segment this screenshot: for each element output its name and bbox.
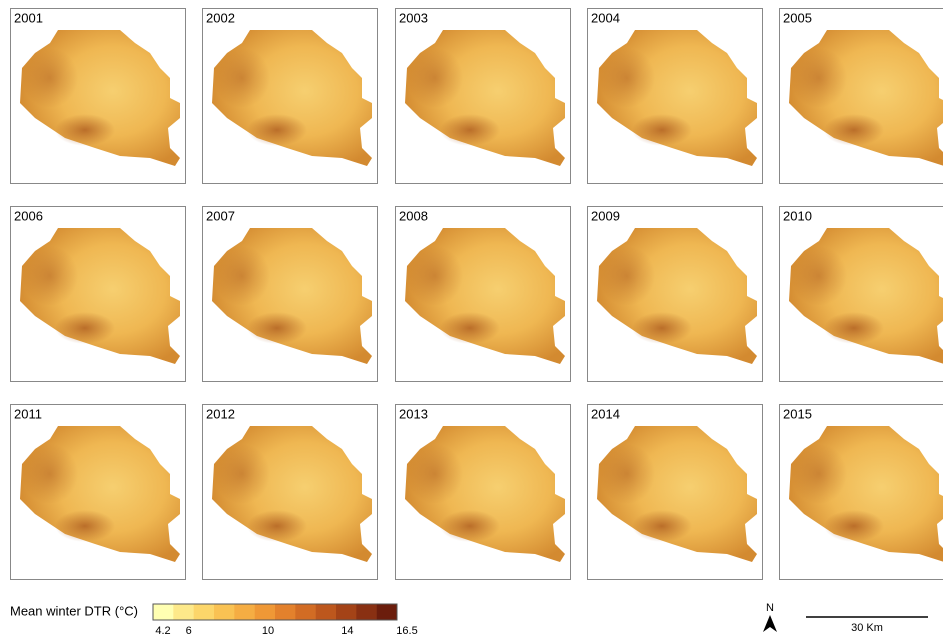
legend-swatch (295, 604, 316, 620)
hotspot (214, 48, 270, 108)
legend-swatch (376, 604, 398, 620)
legend-swatch (275, 604, 296, 620)
hotspot (791, 444, 847, 504)
legend-frame (152, 603, 398, 621)
hotspot (407, 48, 463, 108)
map-panel: 2007 (202, 206, 378, 382)
legend-swatch (173, 604, 194, 620)
legend-swatch (356, 604, 377, 620)
north-arrow (763, 615, 777, 632)
hotspot (22, 48, 78, 108)
hotspot (55, 114, 115, 146)
hotspot (440, 114, 500, 146)
hotspot (791, 48, 847, 108)
hotspot (599, 444, 655, 504)
hotspot (632, 312, 692, 344)
legend-swatch (153, 604, 174, 620)
panel-year: 2009 (591, 208, 620, 223)
hotspot (824, 510, 884, 542)
hotspot (22, 246, 78, 306)
hotspot (599, 48, 655, 108)
panel-year: 2010 (783, 208, 812, 223)
legend-tick-label: 14 (341, 625, 353, 637)
hotspot (599, 246, 655, 306)
legend-swatch (193, 604, 215, 620)
map-panel: 2013 (395, 404, 571, 580)
legend-swatch (336, 604, 357, 620)
hotspot (247, 510, 307, 542)
panel-year: 2004 (591, 10, 620, 25)
map-panel: 2001 (10, 8, 186, 184)
legend-tick-label: 16.5 (396, 625, 417, 637)
panel-year: 2006 (14, 208, 43, 223)
map-panel: 2012 (202, 404, 378, 580)
panel-year: 2015 (783, 406, 812, 421)
map-panel: 2005 (779, 8, 943, 184)
hotspot (632, 114, 692, 146)
panel-year: 2008 (399, 208, 428, 223)
legend-tick-label: 4.2 (155, 625, 170, 637)
panel-year: 2003 (399, 10, 428, 25)
hotspot (22, 444, 78, 504)
panel-year: 2014 (591, 406, 620, 421)
legend-swatch (234, 604, 255, 620)
hotspot (440, 510, 500, 542)
legend-title: Mean winter DTR (°C) (10, 603, 138, 618)
hotspot (247, 312, 307, 344)
map-panel: 2015 (779, 404, 943, 580)
panel-year: 2001 (14, 10, 43, 25)
hotspot (214, 246, 270, 306)
hotspot (824, 114, 884, 146)
legend-swatch (214, 604, 235, 620)
hotspot (247, 114, 307, 146)
hotspot (407, 444, 463, 504)
panel-year: 2012 (206, 406, 235, 421)
hotspot (55, 312, 115, 344)
map-panel: 2011 (10, 404, 186, 580)
hotspot (55, 510, 115, 542)
hotspot (440, 312, 500, 344)
hotspot (824, 312, 884, 344)
map-panel: 2006 (10, 206, 186, 382)
panel-year: 2011 (14, 406, 42, 421)
hotspot (407, 246, 463, 306)
map-panel: 2010 (779, 206, 943, 382)
map-panel: 2008 (395, 206, 571, 382)
legend-tick-label: 10 (262, 625, 274, 637)
hotspot (632, 510, 692, 542)
panel-year: 2002 (206, 10, 235, 25)
map-panel: 2014 (587, 404, 763, 580)
north-label: N (766, 602, 774, 614)
map-panel: 2002 (202, 8, 378, 184)
legend-swatch (254, 604, 276, 620)
scale-label: 30 Km (851, 622, 883, 634)
legend-swatch (315, 604, 337, 620)
map-panel: 2009 (587, 206, 763, 382)
map-panel: 2003 (395, 8, 571, 184)
panel-year: 2013 (399, 406, 428, 421)
panel-year: 2007 (206, 208, 235, 223)
map-panel: 2004 (587, 8, 763, 184)
hotspot (214, 444, 270, 504)
hotspot (791, 246, 847, 306)
panel-year: 2005 (783, 10, 812, 25)
legend-tick-label: 6 (186, 625, 192, 637)
